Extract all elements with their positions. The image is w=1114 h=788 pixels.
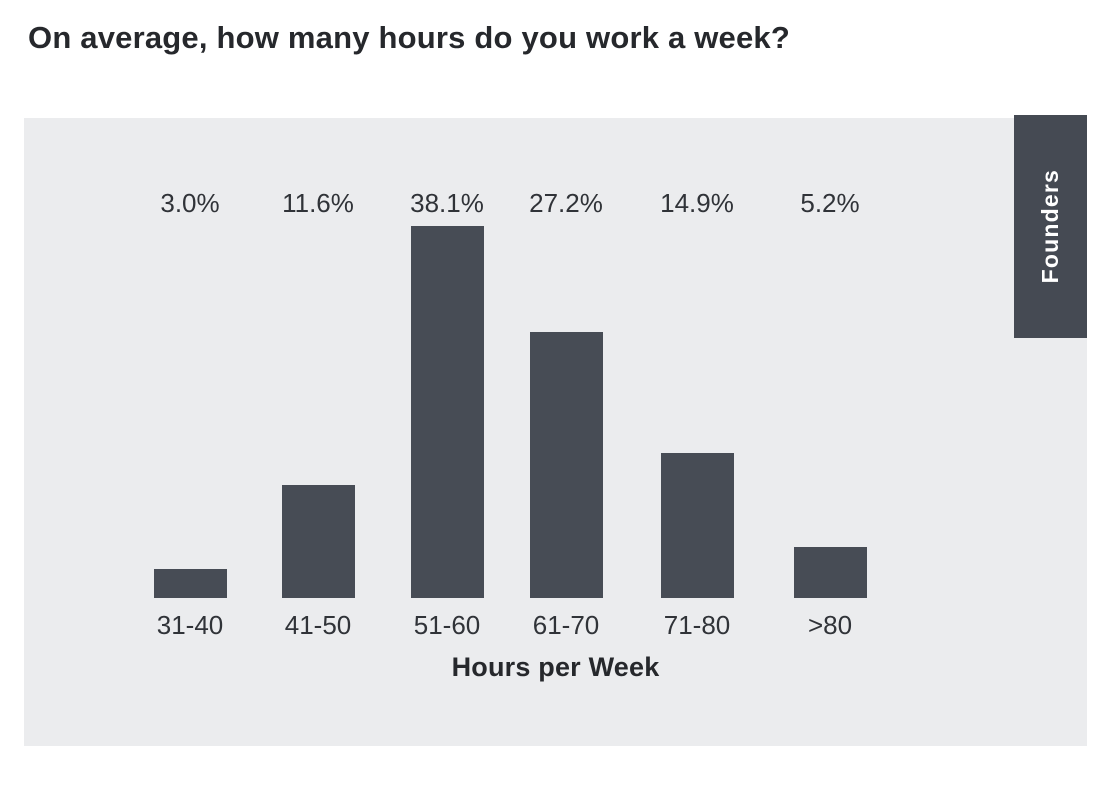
founders-tab: Founders (1014, 115, 1087, 338)
x-tick-label: 51-60 (413, 610, 481, 640)
bar (529, 332, 603, 598)
bar-value-label: 5.2% (800, 188, 860, 218)
chart-panel: 3.0% 31-40 11.6% 41-50 38.1% 51-60 27.2% 61-70 1… (24, 118, 1087, 746)
bar (153, 569, 227, 598)
x-tick-label: >80 (807, 610, 853, 640)
x-tick-label: 31-40 (156, 610, 224, 640)
x-tick-label: 71-80 (663, 610, 731, 640)
bar (281, 485, 355, 598)
bar (410, 226, 484, 598)
x-tick-label: 61-70 (532, 610, 600, 640)
bar-value-label: 14.9% (660, 188, 734, 218)
bar-value-label: 38.1% (410, 188, 484, 218)
page-title: On average, how many hours do you work a… (28, 20, 791, 55)
bar (793, 547, 867, 598)
bar-value-label: 3.0% (160, 188, 220, 218)
bar-plot: 3.0% 31-40 11.6% 41-50 38.1% 51-60 27.2% 61-70 1… (24, 118, 1087, 746)
founders-tab-label: Founders (1037, 169, 1063, 284)
bar (660, 453, 734, 598)
bar-value-label: 11.6% (282, 188, 354, 218)
x-tick-label: 41-50 (284, 610, 352, 640)
bar-value-label: 27.2% (529, 188, 603, 218)
x-axis-title: Hours per Week (451, 652, 660, 682)
